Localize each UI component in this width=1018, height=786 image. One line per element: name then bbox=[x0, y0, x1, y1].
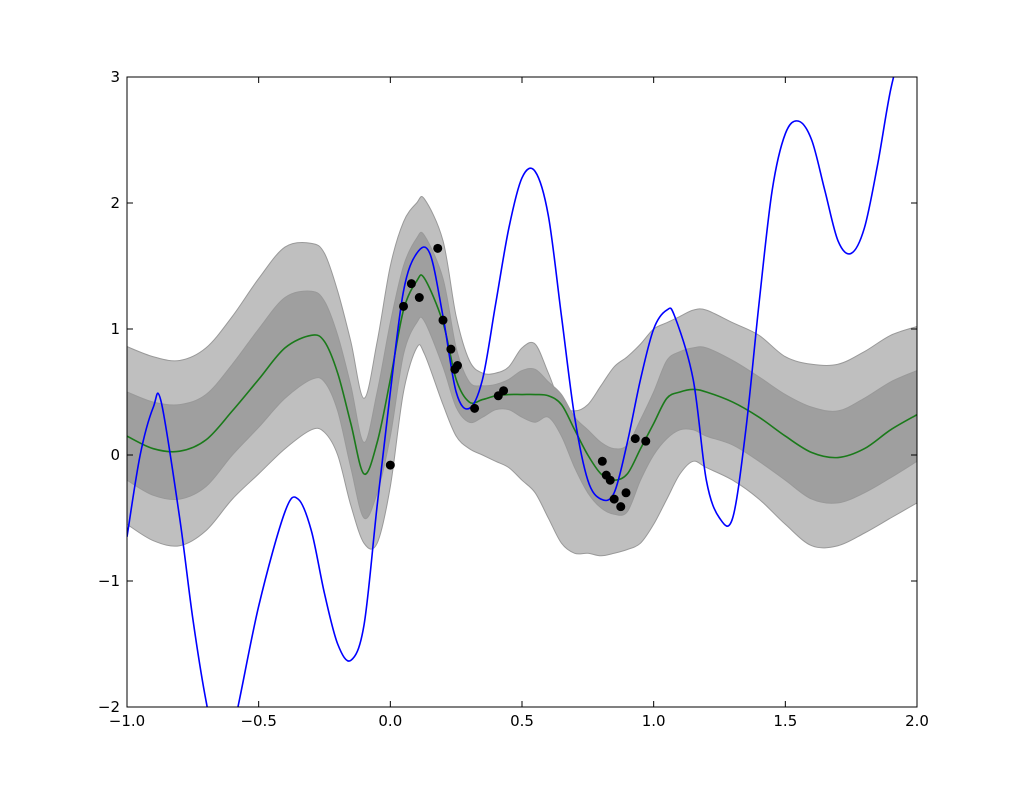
observation-point bbox=[385, 460, 395, 470]
y-tick-label: 0 bbox=[110, 446, 120, 464]
confidence-band-inner bbox=[127, 231, 917, 520]
x-tick-label: 0.5 bbox=[510, 712, 534, 730]
x-tick-label: 2.0 bbox=[905, 712, 929, 730]
x-tick-label: 0.0 bbox=[378, 712, 402, 730]
y-tick-label: −2 bbox=[98, 698, 120, 716]
observation-point bbox=[621, 488, 631, 498]
observation-point bbox=[452, 361, 462, 371]
x-tick-label: −1.0 bbox=[109, 712, 145, 730]
y-tick-label: 1 bbox=[110, 320, 120, 338]
observation-point bbox=[597, 456, 607, 466]
observation-point bbox=[605, 475, 615, 485]
observation-point bbox=[414, 293, 424, 302]
plot-area bbox=[127, 77, 917, 707]
true-function-line bbox=[127, 77, 895, 707]
posterior-mean-line bbox=[127, 274, 917, 482]
x-tick-label: 1.0 bbox=[642, 712, 666, 730]
observation-point bbox=[499, 386, 509, 396]
observation-point bbox=[433, 243, 443, 253]
observation-point bbox=[641, 436, 651, 446]
observation-point bbox=[630, 434, 640, 444]
x-tick-label: 1.5 bbox=[773, 712, 797, 730]
axis-ticks: −1.0 −0.5 0.0 0.5 1.0 1.5 2.0 −2 −1 0 1 2 3 bbox=[98, 68, 929, 730]
observation-point bbox=[399, 301, 408, 311]
observation-point bbox=[470, 403, 480, 413]
y-tick-label: 3 bbox=[110, 68, 120, 86]
y-tick-label: −1 bbox=[98, 572, 120, 590]
y-tick-label: 2 bbox=[110, 194, 120, 212]
observation-point bbox=[609, 494, 619, 504]
observation-point bbox=[438, 315, 448, 325]
observation-point bbox=[616, 502, 626, 512]
observation-point bbox=[446, 344, 456, 354]
observation-point bbox=[406, 279, 416, 289]
x-tick-label: −0.5 bbox=[240, 712, 276, 730]
